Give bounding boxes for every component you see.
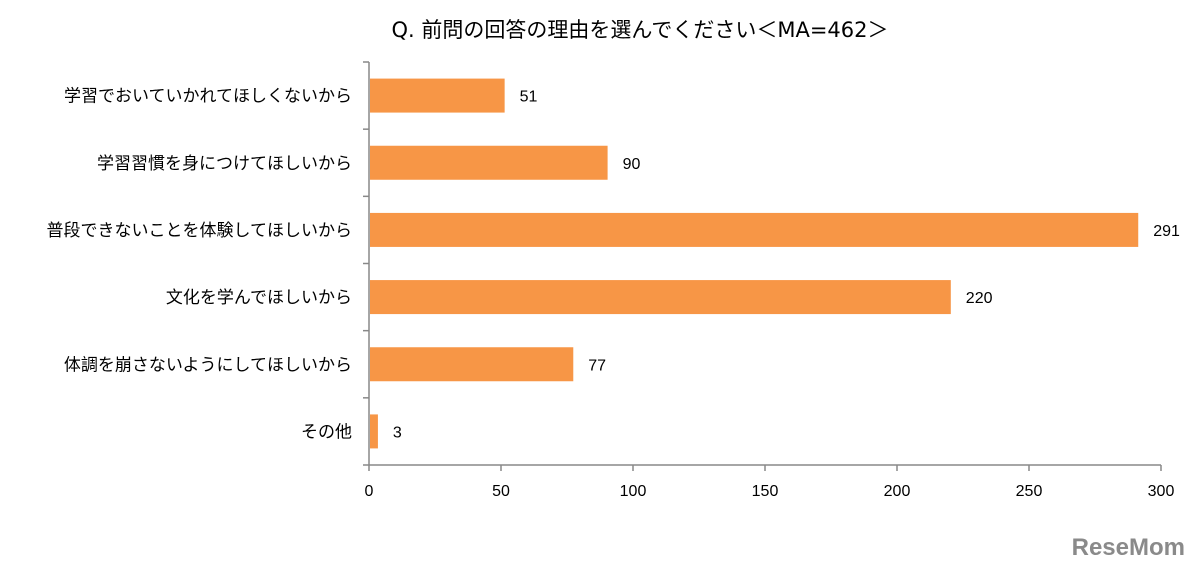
bar: [370, 212, 1139, 247]
bar: [370, 280, 951, 315]
category-label: 普段できないことを体験してほしいから: [47, 221, 353, 241]
bar: [370, 145, 608, 180]
data-label: 220: [966, 290, 993, 307]
bar: [370, 347, 574, 382]
x-tick-label: 100: [620, 483, 647, 500]
category-label: 体調を崩さないようにしてほしいから: [64, 355, 352, 375]
x-tick-label: 150: [752, 483, 779, 500]
x-tick-label: 300: [1148, 483, 1175, 500]
data-label: 3: [393, 424, 402, 441]
x-tick-label: 200: [884, 483, 911, 500]
data-label: 51: [520, 89, 538, 106]
category-label: 学習でおいていかれてほしくないから: [64, 87, 352, 107]
chart-title: Q. 前問の回答の理由を選んでください＜MA=462＞: [392, 18, 889, 42]
data-label: 77: [588, 357, 606, 374]
x-tick-label: 250: [1016, 483, 1043, 500]
resemom-logo: ReseMom: [1072, 534, 1185, 561]
data-label: 90: [623, 156, 641, 173]
x-tick-label: 0: [365, 483, 374, 500]
category-label: 学習習慣を身につけてほしいから: [97, 154, 352, 174]
data-label: 291: [1153, 223, 1180, 240]
bar: [370, 414, 378, 449]
x-tick-label: 50: [492, 483, 510, 500]
category-label: 文化を学んでほしいから: [166, 288, 352, 308]
bar: [370, 78, 505, 113]
category-label: その他: [301, 422, 352, 442]
